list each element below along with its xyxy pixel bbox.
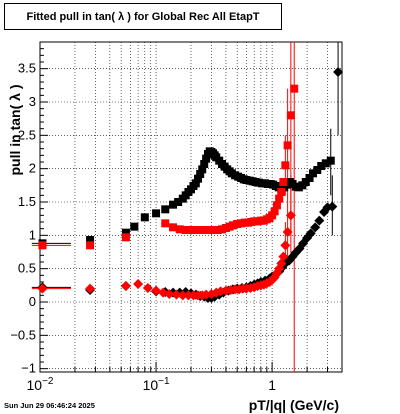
diamond-marker bbox=[183, 290, 194, 301]
data-markers bbox=[37, 67, 344, 303]
square-marker bbox=[326, 156, 335, 165]
square-marker bbox=[209, 226, 218, 234]
chart-title-box: Fitted pull in tan( λ ) for Global Rec A… bbox=[4, 3, 282, 30]
diamond-marker bbox=[37, 283, 48, 294]
y-tick-label: 1.5 bbox=[18, 194, 36, 209]
square-marker bbox=[174, 198, 183, 206]
diamond-marker bbox=[142, 283, 153, 293]
x-tick-label: 10−2 bbox=[27, 376, 54, 393]
y-tick-label: 2 bbox=[29, 161, 36, 176]
square-marker bbox=[283, 141, 292, 150]
diamond-marker bbox=[284, 255, 295, 266]
square-marker bbox=[202, 154, 211, 163]
square-marker bbox=[228, 221, 237, 230]
square-marker bbox=[279, 178, 288, 186]
square-marker bbox=[187, 226, 195, 234]
y-tick-label: 3.5 bbox=[18, 61, 36, 76]
square-marker bbox=[86, 236, 95, 244]
square-marker bbox=[169, 223, 178, 232]
diamond-marker bbox=[282, 227, 293, 237]
x-tick-label: 1 bbox=[268, 377, 276, 393]
diamond-marker bbox=[120, 281, 131, 291]
y-tick-label: −0.5 bbox=[10, 327, 36, 342]
diamond-marker bbox=[164, 289, 175, 299]
diamond-marker bbox=[151, 285, 162, 296]
square-marker bbox=[275, 194, 284, 203]
diamond-marker bbox=[177, 290, 188, 301]
square-marker bbox=[191, 226, 200, 234]
y-tick-label: 2.5 bbox=[18, 127, 36, 142]
diamond-marker bbox=[333, 67, 344, 77]
square-marker bbox=[286, 111, 295, 120]
diamond-marker bbox=[171, 289, 182, 300]
square-marker bbox=[121, 228, 130, 237]
square-marker bbox=[198, 226, 207, 234]
y-tick-label: 3 bbox=[29, 94, 36, 109]
square-marker bbox=[191, 179, 200, 188]
y-tick-label: −1 bbox=[21, 361, 36, 376]
square-marker bbox=[130, 222, 139, 231]
square-marker bbox=[272, 201, 281, 210]
square-marker bbox=[270, 207, 279, 216]
square-marker bbox=[321, 159, 330, 168]
y-axis-label: pull in tan( λ ) bbox=[7, 85, 23, 176]
diamond-marker bbox=[285, 210, 296, 221]
square-marker bbox=[281, 161, 290, 170]
diamond-marker bbox=[85, 283, 96, 294]
square-marker bbox=[161, 219, 170, 228]
square-marker bbox=[38, 241, 47, 250]
timestamp: Sun Jun 29 06:46:24 2025 bbox=[4, 401, 95, 410]
diamond-marker bbox=[280, 240, 291, 251]
x-axis-label: pT/|q| (GeV/c) bbox=[249, 397, 339, 413]
diamond-marker bbox=[305, 228, 316, 239]
diamond-marker bbox=[278, 251, 289, 262]
square-marker bbox=[290, 84, 299, 93]
axes: −1 −0.5 0 0.5 1 1.5 2 2.5 3 3.5 10−2 10−1 1 bbox=[10, 48, 343, 393]
square-marker bbox=[213, 226, 222, 234]
square-marker bbox=[200, 160, 209, 168]
square-marker bbox=[194, 174, 203, 183]
square-marker bbox=[121, 233, 130, 242]
diamond-marker bbox=[133, 279, 144, 289]
square-marker bbox=[198, 165, 207, 174]
diamond-marker bbox=[327, 201, 338, 212]
square-marker bbox=[140, 213, 149, 222]
square-marker bbox=[305, 174, 314, 182]
square-marker bbox=[196, 170, 205, 178]
y-tick-label: 0 bbox=[29, 294, 36, 309]
square-marker bbox=[161, 205, 170, 214]
chart-title: Fitted pull in tan( λ ) for Global Rec A… bbox=[26, 10, 260, 23]
square-marker bbox=[152, 209, 161, 218]
square-marker bbox=[181, 226, 190, 234]
square-marker bbox=[175, 225, 184, 234]
square-marker bbox=[203, 226, 212, 234]
diamond-marker bbox=[314, 215, 325, 226]
y-tick-label: 0.5 bbox=[18, 261, 36, 276]
square-marker bbox=[308, 169, 317, 178]
y-tick-label: 1 bbox=[29, 227, 36, 242]
square-marker bbox=[317, 162, 326, 170]
square-marker bbox=[169, 200, 178, 209]
x-tick-label: 10−1 bbox=[143, 376, 170, 393]
diamond-marker bbox=[310, 222, 321, 233]
square-marker bbox=[86, 241, 95, 250]
square-marker bbox=[277, 188, 286, 196]
